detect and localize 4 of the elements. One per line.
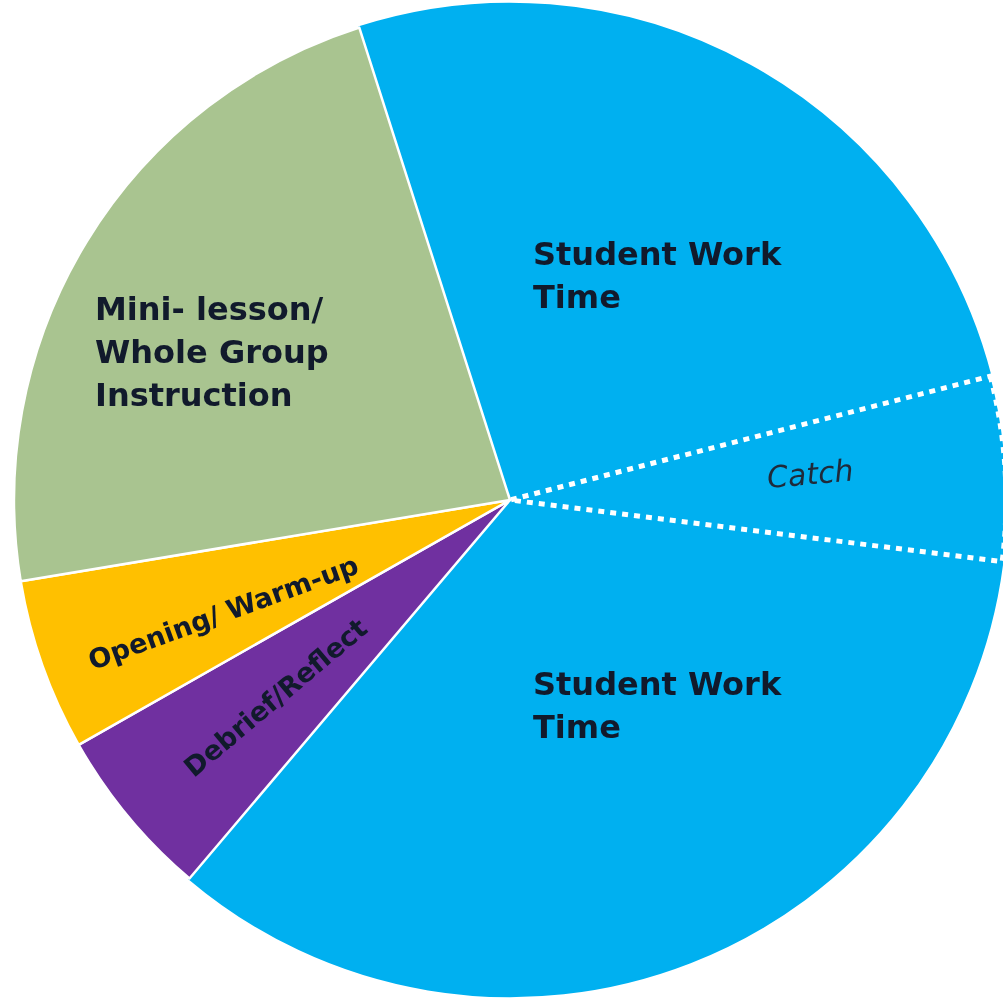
slice-label: Student Work Time bbox=[533, 665, 782, 747]
slice-label: Student Work Time bbox=[533, 235, 782, 317]
slice-label: Mini- lesson/ Whole Group Instruction bbox=[95, 290, 329, 415]
slice-label: Catch bbox=[765, 452, 855, 495]
